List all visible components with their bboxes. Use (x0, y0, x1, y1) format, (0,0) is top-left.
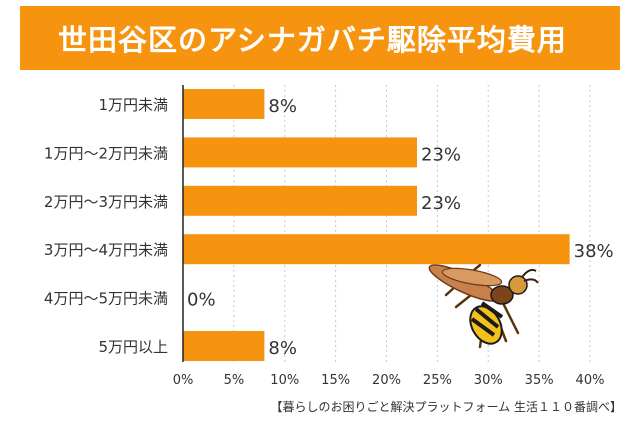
value-label: 23% (421, 144, 461, 165)
wasp-icon (428, 263, 539, 349)
x-tick-label: 40% (576, 373, 605, 388)
x-tick-label: 0% (173, 373, 194, 388)
category-label: 5万円以上 (98, 338, 168, 356)
category-label: 4万円〜5万円未満 (44, 290, 168, 308)
x-tick-label: 5% (224, 373, 245, 388)
value-label: 8% (268, 338, 297, 359)
x-tick-label: 15% (321, 373, 350, 388)
bar (183, 137, 418, 168)
bar (183, 331, 265, 361)
category-label: 1万円〜2万円未満 (44, 144, 168, 162)
x-tick-label: 35% (525, 373, 554, 388)
value-label: 0% (187, 290, 216, 311)
value-label: 38% (574, 241, 614, 262)
bar (183, 89, 265, 119)
x-tick-label: 30% (474, 373, 503, 388)
x-tick-label: 20% (372, 373, 401, 388)
source-note: 【暮らしのお困りごと解決プラットフォーム 生活１１０番調べ】 (270, 400, 622, 414)
title-bar: 世田谷区のアシナガバチ駆除平均費用 (20, 6, 620, 70)
bar (183, 185, 418, 216)
category-label: 2万円〜3万円未満 (44, 193, 168, 211)
bar (183, 234, 570, 265)
x-tick-label: 10% (270, 373, 299, 388)
chart-title: 世田谷区のアシナガバチ駆除平均費用 (58, 23, 567, 57)
value-label: 23% (421, 193, 461, 214)
category-label: 1万円未満 (98, 96, 168, 114)
x-tick-label: 25% (423, 373, 452, 388)
category-label: 3万円〜4万円未満 (44, 241, 168, 259)
value-label: 8% (268, 96, 297, 117)
